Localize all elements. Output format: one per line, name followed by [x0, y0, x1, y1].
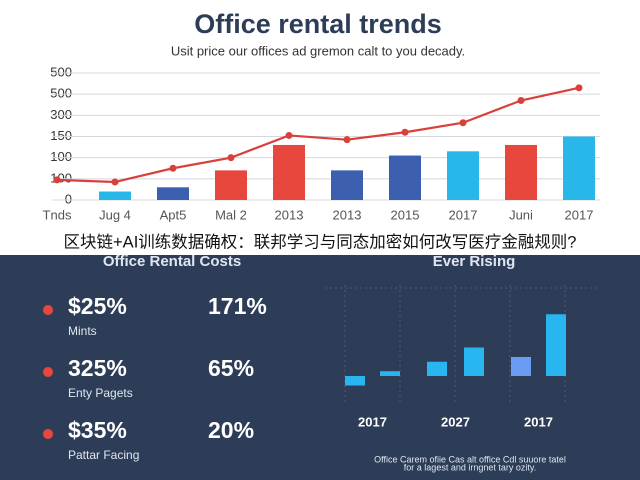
- x-tick-label: Apt5: [160, 207, 187, 222]
- stat-second: 65%: [208, 355, 254, 381]
- mini-chart: 2017 2027 2017: [325, 285, 600, 429]
- mini-chart-title: Ever Rising: [433, 253, 516, 270]
- line-marker: [169, 164, 177, 172]
- bottom-panel: [0, 255, 640, 480]
- bar: [331, 170, 363, 200]
- bar: [546, 314, 566, 376]
- y-tick-label: 150: [50, 128, 72, 143]
- stat-second: 171%: [208, 293, 267, 319]
- y-tick-label: 0: [65, 191, 72, 206]
- top-chart: 0 100 100 150 300 500 500 Tnds Jug 4 Apt5 Mal 2 201…: [43, 64, 600, 222]
- line-marker: [575, 84, 583, 92]
- line-marker: [343, 136, 351, 144]
- footnote: for a lagest and irngnet tary ozity.: [404, 462, 536, 472]
- line-marker: [401, 128, 409, 136]
- stat-label: Pattar Facing: [68, 448, 139, 462]
- chart-subtitle: Usit price our offices ad gremon calt to…: [171, 43, 465, 58]
- stats: $25% 171% Mints 325% 65% Enty Pagets $35% 20% Pa…: [43, 293, 267, 462]
- x-tick-label: 2013: [333, 207, 362, 222]
- x-tick-label: 2017: [358, 414, 387, 429]
- bar: [427, 361, 447, 376]
- banner-background: [0, 232, 640, 254]
- x-tick-label: 2027: [441, 414, 470, 429]
- x-tick-label: 2017: [449, 207, 478, 222]
- x-tick-label: 2017: [565, 207, 594, 222]
- bar: [447, 151, 479, 200]
- footnote: Office Carem ofiie Cas alt office Cdl su…: [374, 454, 566, 464]
- bar: [345, 376, 365, 386]
- banner-text: 区块链+AI训练数据确权：联邦学习与同态加密如何改写医疗金融规则?: [64, 232, 577, 251]
- chart-title: Office rental trends: [194, 9, 442, 39]
- line-marker: [285, 131, 293, 139]
- line-marker: [459, 119, 467, 127]
- bar: [157, 187, 189, 200]
- y-tick-label: 500: [50, 86, 72, 101]
- bar: [389, 155, 421, 200]
- bar: [99, 191, 131, 200]
- stat-value: $25%: [68, 293, 127, 319]
- panel-title: Office Rental Costs: [103, 253, 241, 270]
- x-tick-label: 2017: [524, 414, 553, 429]
- stat-second: 20%: [208, 417, 254, 443]
- stat-label: Mints: [68, 324, 97, 338]
- y-tick-label: 100: [50, 149, 72, 164]
- x-tick-label: Mal 2: [215, 207, 247, 222]
- x-tick-label: 2013: [275, 207, 304, 222]
- bar: [505, 144, 537, 200]
- y-tick-label: 100: [50, 170, 72, 185]
- line-marker: [111, 178, 119, 186]
- x-tick-label: Tnds: [43, 207, 72, 222]
- y-tick-label: 500: [50, 64, 72, 79]
- stat-dot: [43, 367, 53, 377]
- bar: [380, 371, 400, 376]
- x-tick-label: 2015: [391, 207, 420, 222]
- x-tick-label: Juni: [509, 207, 533, 222]
- bar: [563, 136, 595, 200]
- line-marker: [517, 97, 525, 105]
- stat-value: 325%: [68, 355, 127, 381]
- x-tick-label: Jug 4: [99, 207, 131, 222]
- stat-dot: [43, 429, 53, 439]
- bar: [464, 347, 484, 376]
- stat-label: Enty Pagets: [68, 386, 133, 400]
- line-marker: [53, 176, 61, 184]
- stat-dot: [43, 305, 53, 315]
- line: [56, 86, 580, 184]
- y-tick-label: 300: [50, 107, 72, 122]
- top-background: [0, 0, 640, 255]
- bar: [511, 357, 531, 376]
- bar: [273, 144, 305, 200]
- bar: [215, 170, 247, 200]
- line-marker: [227, 154, 235, 162]
- stat-value: $35%: [68, 417, 127, 443]
